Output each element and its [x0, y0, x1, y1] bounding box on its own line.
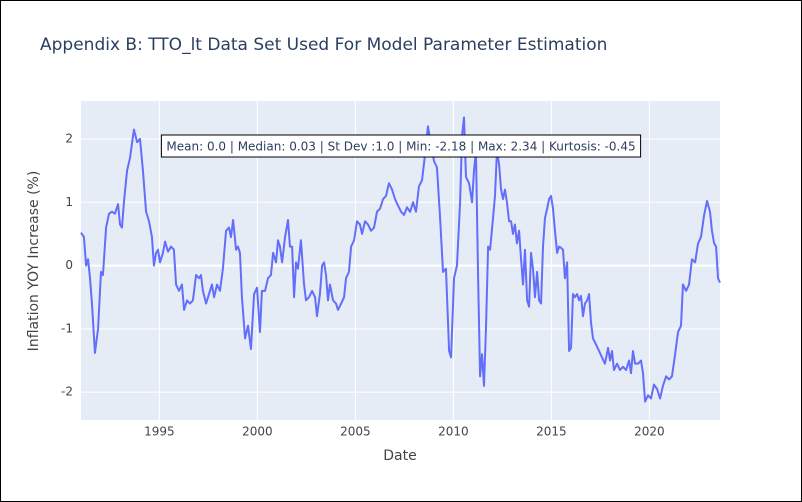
y-tick-label: -2: [61, 385, 73, 399]
data-line: [80, 116, 721, 403]
y-axis-title: Inflation YOY Increase (%): [26, 171, 42, 352]
x-axis-title: Date: [383, 448, 416, 464]
chart-title: Appendix B: TTO_lt Data Set Used For Mod…: [40, 35, 607, 55]
x-tick-label: 2015: [536, 425, 567, 439]
x-tick-label: 2005: [340, 425, 371, 439]
y-tick-label: 2: [65, 131, 73, 145]
x-tick-label: 2000: [242, 425, 273, 439]
annotation-box: [160, 134, 642, 158]
y-tick-label: 0: [65, 258, 73, 272]
y-tick-label: -1: [61, 321, 73, 335]
x-tick-label: 2020: [634, 425, 665, 439]
x-tick-label: 1995: [144, 425, 175, 439]
x-tick-label: 2010: [438, 425, 469, 439]
y-tick-label: 1: [65, 195, 73, 209]
annotation: Mean: 0.0 | Median: 0.03 | St Dev :1.0 |…: [166, 140, 635, 154]
